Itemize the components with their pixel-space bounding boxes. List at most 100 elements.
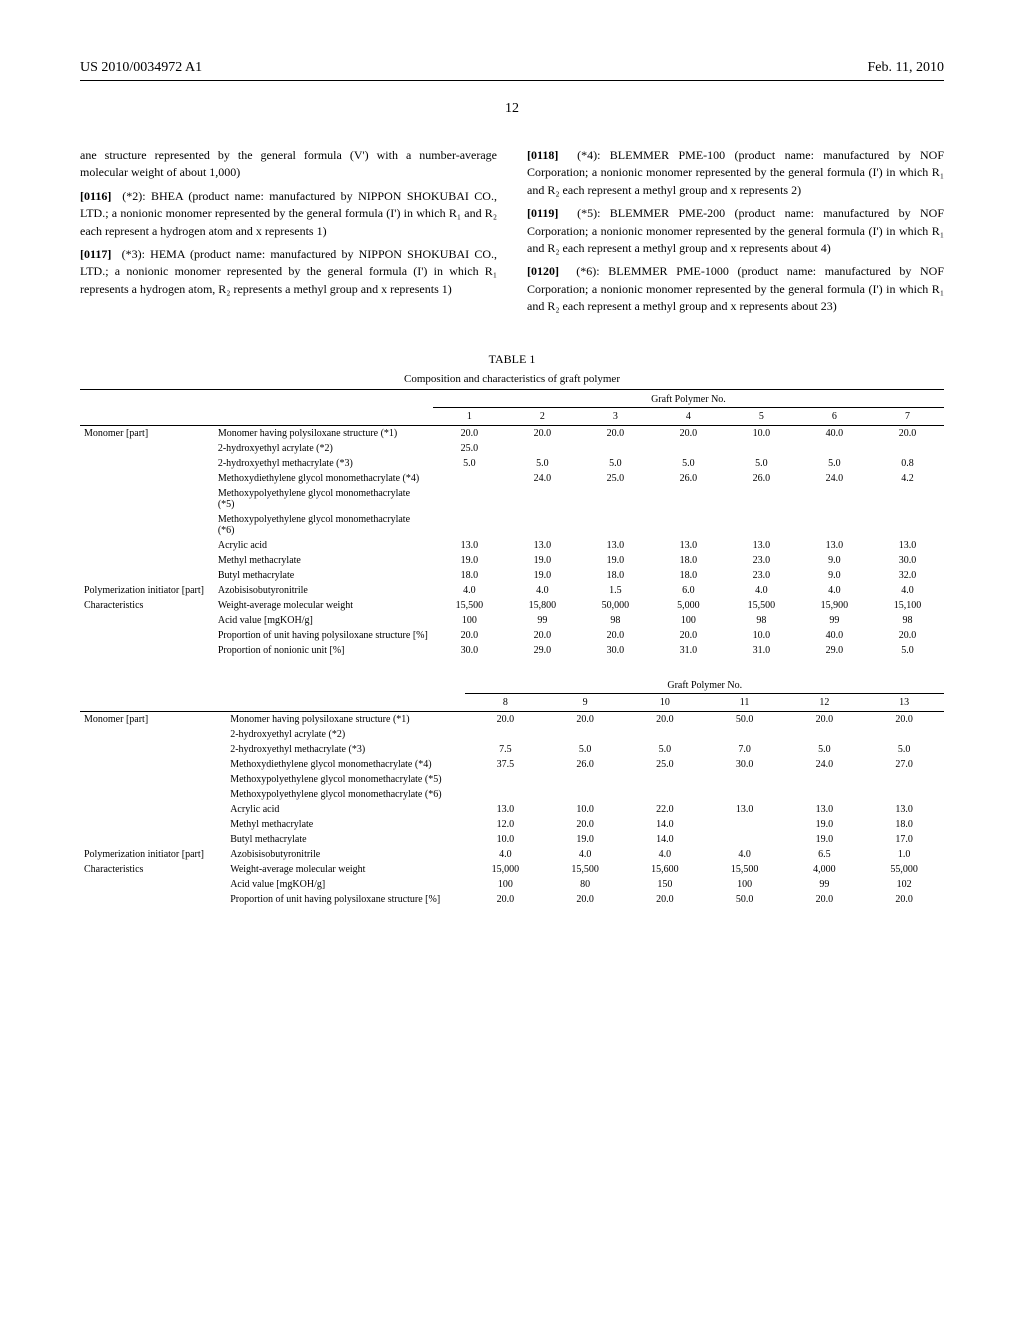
col-header: 2 xyxy=(506,407,579,425)
cell: 13.0 xyxy=(506,538,579,553)
cell xyxy=(465,772,545,787)
para-num: [0120] xyxy=(527,264,576,278)
cell xyxy=(871,512,944,538)
cell: 9.0 xyxy=(798,553,871,568)
row-group-label: Polymerization initiator [part] xyxy=(80,847,226,862)
cell: 15,000 xyxy=(465,862,545,877)
cell xyxy=(625,787,705,802)
cell: 102 xyxy=(864,877,944,892)
row-sublabel: Methyl methacrylate xyxy=(214,553,433,568)
row-group-label xyxy=(80,456,214,471)
cell: 9.0 xyxy=(798,568,871,583)
doc-id: US 2010/0034972 A1 xyxy=(80,60,202,76)
cell: 13.0 xyxy=(725,538,798,553)
cell xyxy=(579,441,652,456)
cell: 100 xyxy=(705,877,785,892)
table-row: Polymerization initiator [part]Azobisiso… xyxy=(80,847,944,862)
paragraph: ane structure represented by the general… xyxy=(80,147,497,182)
para-num: [0118] xyxy=(527,148,577,162)
cell: 13.0 xyxy=(784,802,864,817)
cell: 98 xyxy=(579,613,652,628)
cell: 5.0 xyxy=(725,456,798,471)
cell: 6.5 xyxy=(784,847,864,862)
cell: 23.0 xyxy=(725,568,798,583)
cell: 14.0 xyxy=(625,832,705,847)
table-row: Methoxydiethylene glycol monomethacrylat… xyxy=(80,757,944,772)
group-header: Graft Polymer No. xyxy=(433,392,944,408)
row-sublabel: 2-hydroxyethyl acrylate (*2) xyxy=(226,727,465,742)
cell: 40.0 xyxy=(798,425,871,441)
cell xyxy=(784,772,864,787)
cell xyxy=(545,727,625,742)
para-num: [0119] xyxy=(527,206,577,220)
cell: 15,500 xyxy=(725,598,798,613)
cell: 4.0 xyxy=(465,847,545,862)
row-sublabel: Azobisisobutyronitrile xyxy=(214,583,433,598)
cell: 4,000 xyxy=(784,862,864,877)
table2: Graft Polymer No.8910111213Monomer [part… xyxy=(80,678,944,907)
cell: 5.0 xyxy=(798,456,871,471)
cell: 5.0 xyxy=(871,643,944,658)
cell: 20.0 xyxy=(545,817,625,832)
row-group-label xyxy=(80,817,226,832)
paragraph: [0117] (*3): HEMA (product name: manufac… xyxy=(80,246,497,298)
cell: 13.0 xyxy=(652,538,725,553)
table-row: Proportion of unit having polysiloxane s… xyxy=(80,628,944,643)
cell: 13.0 xyxy=(579,538,652,553)
cell: 27.0 xyxy=(864,757,944,772)
cell: 26.0 xyxy=(725,471,798,486)
cell xyxy=(506,441,579,456)
row-group-label xyxy=(80,441,214,456)
row-sublabel: 2-hydroxyethyl acrylate (*2) xyxy=(214,441,433,456)
cell: 13.0 xyxy=(705,802,785,817)
row-sublabel: Monomer having polysiloxane structure (*… xyxy=(214,425,433,441)
cell xyxy=(864,727,944,742)
cell: 4.2 xyxy=(871,471,944,486)
cell: 15,500 xyxy=(433,598,506,613)
cell: 20.0 xyxy=(871,425,944,441)
cell xyxy=(864,787,944,802)
cell: 23.0 xyxy=(725,553,798,568)
cell: 31.0 xyxy=(725,643,798,658)
cell: 55,000 xyxy=(864,862,944,877)
col-header: 1 xyxy=(433,407,506,425)
row-sublabel: Proportion of nonionic unit [%] xyxy=(214,643,433,658)
cell: 19.0 xyxy=(545,832,625,847)
table-row: Proportion of unit having polysiloxane s… xyxy=(80,892,944,907)
cell: 22.0 xyxy=(625,802,705,817)
row-group-label: Monomer [part] xyxy=(80,711,226,727)
cell: 4.0 xyxy=(725,583,798,598)
row-sublabel: Acrylic acid xyxy=(226,802,465,817)
cell: 14.0 xyxy=(625,817,705,832)
cell: 20.0 xyxy=(784,711,864,727)
col-header: 5 xyxy=(725,407,798,425)
cell: 5.0 xyxy=(433,456,506,471)
cell: 30.0 xyxy=(579,643,652,658)
cell: 20.0 xyxy=(871,628,944,643)
row-group-label: Characteristics xyxy=(80,598,214,613)
cell: 20.0 xyxy=(506,628,579,643)
cell: 6.0 xyxy=(652,583,725,598)
table-row: CharacteristicsWeight-average molecular … xyxy=(80,862,944,877)
cell xyxy=(798,441,871,456)
row-sublabel: Weight-average molecular weight xyxy=(214,598,433,613)
cell xyxy=(625,727,705,742)
cell: 20.0 xyxy=(625,711,705,727)
cell: 18.0 xyxy=(579,568,652,583)
col-header: 6 xyxy=(798,407,871,425)
cell: 15,500 xyxy=(705,862,785,877)
table-row: 2-hydroxyethyl methacrylate (*3)5.05.05.… xyxy=(80,456,944,471)
cell: 18.0 xyxy=(652,568,725,583)
col-header: 11 xyxy=(705,693,785,711)
cell: 5.0 xyxy=(579,456,652,471)
cell: 13.0 xyxy=(871,538,944,553)
cell: 13.0 xyxy=(864,802,944,817)
cell: 100 xyxy=(433,613,506,628)
row-sublabel: Acrylic acid xyxy=(214,538,433,553)
row-sublabel: Weight-average molecular weight xyxy=(226,862,465,877)
cell: 18.0 xyxy=(652,553,725,568)
cell xyxy=(705,817,785,832)
cell: 25.0 xyxy=(625,757,705,772)
paragraph: [0118] (*4): BLEMMER PME-100 (product na… xyxy=(527,147,944,199)
cell xyxy=(433,512,506,538)
